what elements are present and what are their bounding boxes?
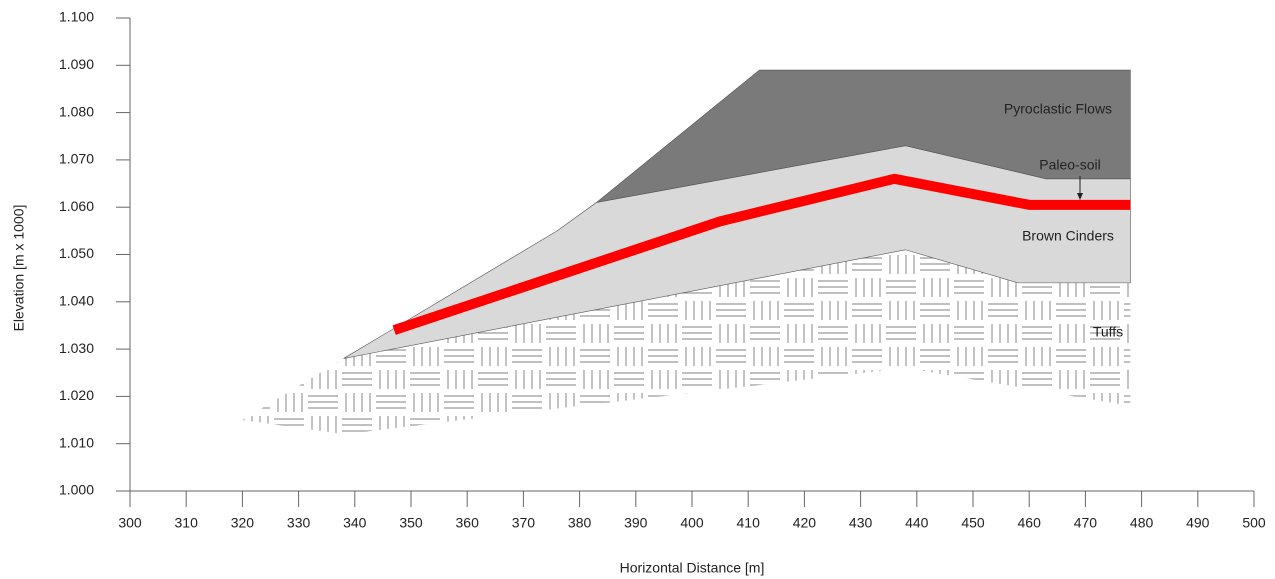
y-tick-label: 1.060 [59, 198, 94, 214]
y-tick-label: 1.020 [59, 387, 94, 403]
x-tick-label: 330 [287, 515, 311, 531]
y-tick-label: 1.100 [59, 9, 94, 25]
tuff-layer [242, 249, 1131, 435]
layer-label: Pyroclastic Flows [1004, 101, 1112, 117]
x-tick-label: 450 [961, 515, 985, 531]
paleo-soil-line [392, 173, 1131, 335]
x-axis-title: Horizontal Distance [m] [620, 560, 765, 576]
y-tick-label: 1.000 [59, 482, 94, 498]
y-tick-label: 1.030 [59, 340, 94, 356]
x-tick-label: 320 [231, 515, 255, 531]
x-tick-label: 420 [793, 515, 817, 531]
y-tick-label: 1.040 [59, 293, 94, 309]
x-tick-label: 490 [1186, 515, 1210, 531]
x-tick-label: 460 [1018, 515, 1042, 531]
x-tick-label: 360 [456, 515, 480, 531]
x-tick-label: 470 [1074, 515, 1098, 531]
y-tick-label: 1.070 [59, 151, 94, 167]
x-tick-label: 410 [737, 515, 761, 531]
x-tick-label: 500 [1242, 515, 1266, 531]
x-tick-label: 400 [680, 515, 704, 531]
y-tick-label: 1.080 [59, 103, 94, 119]
arrow-head [1077, 193, 1083, 200]
y-tick-label: 1.090 [59, 56, 94, 72]
x-tick-label: 350 [399, 515, 423, 531]
x-tick-label: 430 [849, 515, 873, 531]
x-tick-label: 370 [512, 515, 536, 531]
layer-label: Paleo-soil [1039, 157, 1100, 173]
x-tick-label: 340 [343, 515, 367, 531]
layer [596, 69, 1131, 203]
y-tick-label: 1.010 [59, 434, 94, 450]
y-axis-title: Elevation [m x 1000] [11, 205, 27, 332]
x-tick-label: 300 [118, 515, 142, 531]
x-tick-label: 440 [905, 515, 929, 531]
layer-label: Tuffs [1093, 324, 1123, 340]
x-tick-label: 380 [568, 515, 592, 531]
layer-label: Brown Cinders [1022, 228, 1114, 244]
x-tick-label: 310 [175, 515, 199, 531]
x-tick-label: 480 [1130, 515, 1154, 531]
y-tick-label: 1.050 [59, 245, 94, 261]
x-tick-label: 390 [624, 515, 648, 531]
